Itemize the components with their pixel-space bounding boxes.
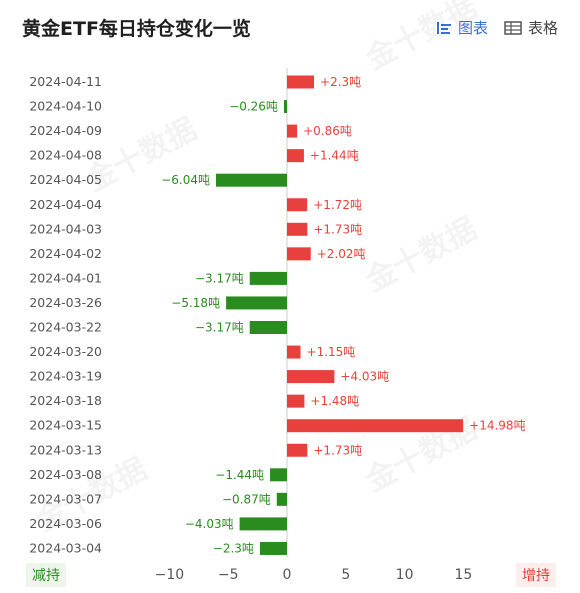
data-label: −4.03吨	[185, 517, 234, 531]
bar	[287, 124, 298, 138]
x-tick-label: 15	[454, 567, 472, 583]
data-label: +1.15吨	[307, 345, 356, 359]
bar	[215, 173, 287, 187]
category-tick-label: 2024-03-04	[29, 540, 102, 555]
category-tick-label: 2024-03-18	[29, 393, 102, 408]
category-tick-label: 2024-03-08	[29, 467, 102, 482]
bar	[226, 296, 287, 310]
category-tick-label: 2024-03-19	[29, 369, 102, 384]
bar	[287, 198, 308, 212]
category-tick-label: 2024-03-26	[29, 295, 102, 310]
bar	[249, 321, 287, 334]
data-label: +2.3吨	[320, 75, 361, 89]
category-tick-label: 2024-04-01	[29, 270, 102, 285]
data-label: −3.17吨	[195, 321, 244, 335]
category-tick-label: 2024-04-02	[29, 246, 102, 261]
x-tick-label: 0	[283, 567, 292, 583]
category-tick-label: 2024-03-20	[29, 344, 102, 359]
category-tick-label: 2024-04-08	[29, 148, 102, 163]
data-label: +0.86吨	[303, 124, 352, 138]
data-label: +4.03吨	[340, 370, 389, 384]
data-label: −3.17吨	[195, 271, 244, 285]
data-label: −0.87吨	[222, 492, 271, 506]
category-tick-label: 2024-04-05	[29, 172, 102, 187]
category-tick-label: 2024-03-22	[29, 320, 102, 335]
category-tick-label: 2024-03-07	[29, 491, 102, 506]
x-tick-label: 10	[396, 567, 414, 583]
category-tick-label: 2024-04-03	[29, 221, 102, 236]
category-tick-label: 2024-03-15	[29, 418, 102, 433]
category-tick-label: 2024-03-06	[29, 516, 102, 531]
data-label: +1.73吨	[313, 443, 362, 457]
table-icon	[504, 20, 522, 35]
category-tick-label: 2024-04-10	[29, 99, 102, 114]
data-label: +14.98吨	[469, 419, 525, 433]
bar	[287, 345, 301, 359]
view-toggle: 图表 表格	[436, 17, 558, 38]
chart-view-toggle[interactable]: 图表	[436, 17, 488, 38]
bar	[287, 247, 311, 261]
bar	[276, 492, 287, 506]
bar	[270, 468, 287, 482]
bar	[283, 100, 287, 114]
category-tick-label: 2024-04-04	[29, 197, 102, 212]
category-tick-label: 2024-03-13	[29, 442, 102, 457]
data-label: −0.26吨	[229, 100, 278, 114]
bar	[239, 517, 287, 531]
legend-increase: 增持	[516, 563, 556, 587]
x-tick-label: −10	[155, 567, 185, 583]
data-label: −1.44吨	[215, 468, 264, 482]
category-tick-label: 2024-04-11	[29, 74, 102, 89]
table-view-label: 表格	[527, 19, 558, 37]
page-title: 黄金ETF每日持仓变化一览	[22, 18, 251, 40]
data-label: −2.3吨	[213, 541, 254, 555]
data-label: +1.72吨	[313, 198, 362, 212]
bar	[259, 541, 287, 555]
bar	[287, 149, 304, 163]
x-tick-label: 5	[341, 567, 350, 583]
chart-icon	[436, 21, 451, 34]
legend-decrease: 减持	[26, 563, 66, 587]
data-label: +1.73吨	[313, 222, 362, 236]
bar	[287, 222, 308, 236]
table-view-toggle[interactable]: 表格	[504, 17, 558, 38]
x-tick-label: −5	[218, 567, 239, 583]
category-tick-label: 2024-04-09	[29, 123, 102, 138]
bar	[249, 271, 287, 285]
bar	[287, 75, 315, 89]
bar	[287, 370, 335, 384]
data-label: −5.18吨	[171, 296, 220, 310]
bar	[287, 443, 308, 457]
bar	[287, 419, 464, 433]
data-label: +2.02吨	[317, 247, 366, 261]
data-label: +1.44吨	[310, 149, 359, 163]
chart-view-label: 图表	[457, 19, 488, 37]
bar	[287, 394, 305, 408]
data-label: −6.04吨	[161, 173, 210, 187]
data-label: +1.48吨	[310, 394, 359, 408]
